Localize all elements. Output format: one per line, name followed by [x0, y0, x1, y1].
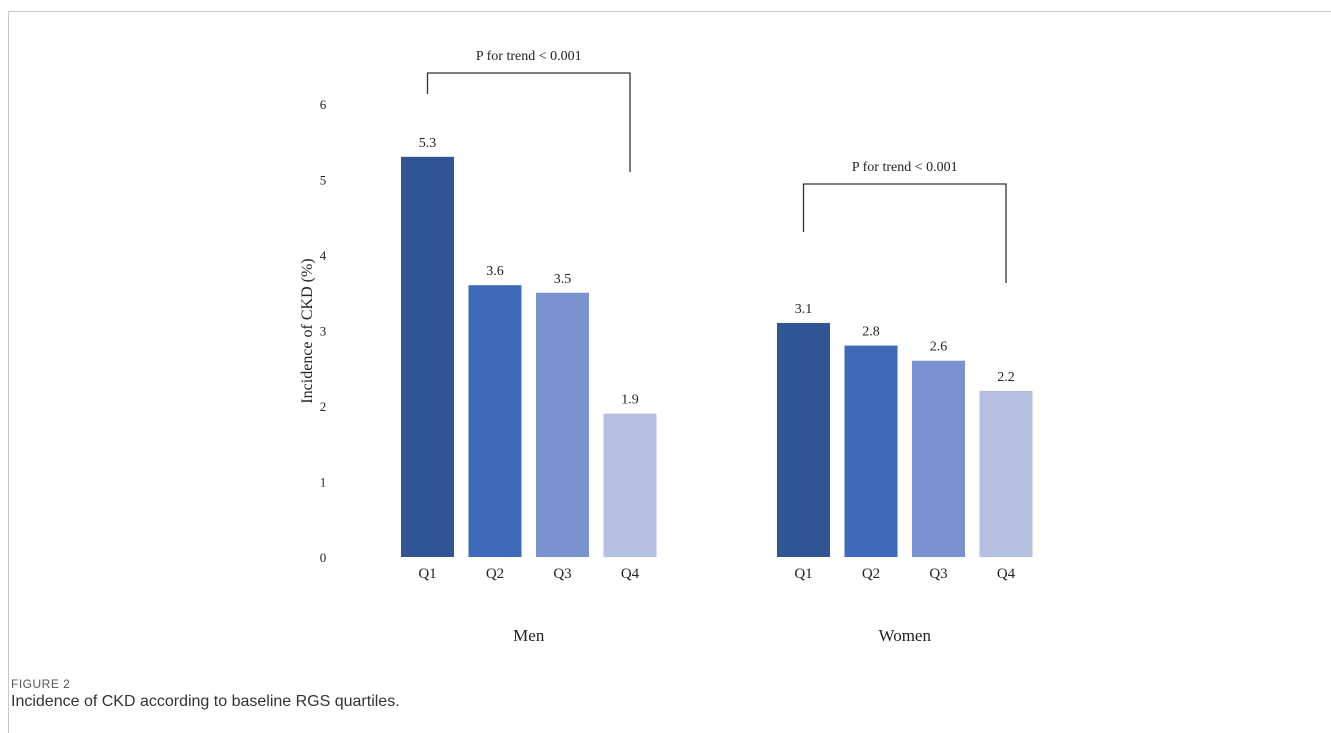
y-tick-label: 0 [320, 550, 327, 565]
x-tick-label: Q3 [929, 566, 947, 582]
figure-caption: Incidence of CKD according to baseline R… [11, 693, 400, 710]
x-tick-label: Q1 [794, 566, 812, 582]
trend-bracket [426, 72, 631, 172]
y-tick-label: 3 [320, 324, 327, 339]
bar [777, 322, 830, 557]
y-tick-label: 2 [320, 399, 327, 414]
y-tick-label: 6 [320, 97, 327, 112]
x-tick-label: Q4 [997, 566, 1016, 582]
x-tick-label: Q2 [486, 566, 504, 582]
trend-annotation: P for trend < 0.001 [852, 160, 958, 175]
data-label: 2.8 [862, 325, 880, 340]
trend-bracket [802, 183, 1007, 283]
data-label: 5.3 [419, 136, 437, 151]
y-axis-label: Incidence of CKD (%) [299, 258, 316, 403]
data-label: 2.6 [930, 340, 948, 355]
x-tick-label: Q4 [621, 566, 640, 582]
x-tick-label: Q3 [553, 566, 571, 582]
group-label: Women [879, 626, 932, 645]
bar [844, 345, 898, 557]
data-label: 2.2 [997, 370, 1015, 385]
data-label: 3.6 [486, 264, 504, 279]
data-label: 3.5 [554, 272, 572, 287]
figure-label: FIGURE 2 [11, 677, 71, 691]
x-tick-label: Q1 [418, 566, 436, 582]
figure-frame [8, 11, 1331, 733]
y-tick-label: 4 [320, 248, 327, 263]
bar [603, 413, 657, 557]
trend-annotation: P for trend < 0.001 [476, 49, 582, 64]
bar [979, 390, 1033, 557]
y-tick-label: 1 [320, 475, 327, 490]
data-label: 1.9 [621, 393, 639, 408]
bar [468, 285, 522, 557]
data-label: 3.1 [795, 302, 813, 317]
y-tick-label: 5 [320, 173, 327, 188]
bar [912, 360, 965, 557]
bar [401, 156, 454, 557]
x-tick-label: Q2 [862, 566, 880, 582]
bar [536, 292, 589, 557]
group-label: Men [513, 626, 545, 645]
